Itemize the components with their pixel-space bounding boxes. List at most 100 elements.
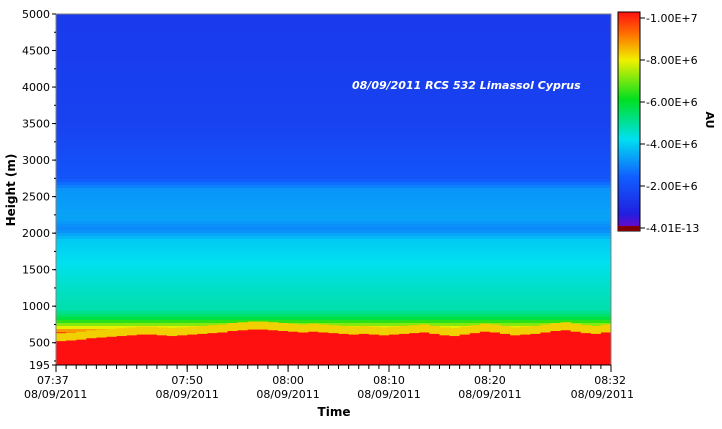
heatmap-band	[56, 209, 611, 213]
heatmap-band	[56, 35, 611, 39]
heatmap-transition-cell	[267, 322, 279, 331]
y-tick-label: 3500	[22, 118, 50, 131]
heatmap-transition-cell	[378, 327, 390, 336]
heatmap-transition-cell	[257, 321, 269, 330]
heatmap-red-column	[217, 332, 229, 365]
y-tick-label: 2500	[22, 191, 50, 204]
heatmap-red-column	[126, 335, 138, 365]
heatmap-band	[56, 62, 611, 66]
heatmap-red-column	[580, 333, 592, 365]
heatmap-red-column	[146, 334, 158, 365]
heatmap-band	[56, 56, 611, 60]
heatmap-transition-cell	[348, 326, 360, 335]
heatmap-band	[56, 293, 611, 297]
heatmap-red-column	[489, 332, 501, 365]
x-tick-label-time: 08:10	[373, 374, 405, 387]
heatmap-band	[56, 167, 611, 171]
heatmap-band	[56, 119, 611, 123]
heatmap-red-column	[439, 335, 451, 365]
heatmap-band	[56, 203, 611, 207]
heatmap-band	[56, 26, 611, 30]
heatmap-band	[56, 221, 611, 225]
heatmap-band	[56, 161, 611, 165]
heatmap-red-column	[399, 333, 410, 365]
heatmap-band	[56, 125, 611, 129]
heatmap-band	[56, 314, 611, 318]
heatmap-transition-cell	[136, 326, 148, 335]
heatmap-red-column	[267, 330, 279, 365]
heatmap-band	[56, 296, 611, 300]
heatmap-band	[56, 185, 611, 189]
heatmap-band	[56, 188, 611, 192]
heatmap-transition-cell	[96, 329, 108, 338]
heatmap-band	[56, 308, 611, 312]
heatmap-band	[56, 23, 611, 27]
heatmap-transition-cell	[530, 325, 541, 334]
heatmap-band	[56, 290, 611, 294]
colorbar-tick-label: -4.00E+6	[646, 138, 698, 151]
heatmap-transition-cell	[156, 327, 168, 336]
heatmap-band	[56, 227, 611, 231]
heatmap-transition-cell	[237, 322, 249, 331]
heatmap-band	[56, 320, 611, 324]
heatmap-band	[56, 182, 611, 186]
heatmap-transition-cell	[520, 326, 531, 335]
heatmap-band	[56, 137, 611, 141]
heatmap-transition-cell	[146, 326, 158, 335]
heatmap-red-column	[156, 335, 168, 365]
heatmap-band	[56, 200, 611, 204]
heatmap-red-column	[278, 331, 289, 365]
y-tick-label: 500	[29, 337, 50, 350]
heatmap-band	[56, 155, 611, 159]
heatmap-band	[56, 53, 611, 57]
x-tick-label-date: 08/09/2011	[357, 388, 420, 401]
heatmap-red-layer	[56, 321, 611, 365]
colorbar-tick-label: -2.00E+6	[646, 180, 698, 193]
heatmap-band	[56, 80, 611, 84]
heatmap-band	[56, 107, 611, 111]
heatmap-band	[56, 272, 611, 276]
heatmap-transition-cell	[106, 328, 118, 337]
heatmap-red-column	[308, 331, 319, 365]
heatmap-red-column	[187, 334, 198, 365]
heatmap-band	[56, 47, 611, 51]
colorbar-tick-label: -8.00E+6	[646, 54, 698, 67]
heatmap-red-column	[590, 333, 602, 365]
heatmap-transition-cell	[247, 321, 259, 330]
heatmap-transition-cell	[288, 323, 299, 332]
y-tick-label: 4500	[22, 45, 50, 58]
heatmap-transition-cell	[126, 327, 138, 336]
heatmap-transition-cell	[500, 325, 511, 334]
heatmap-transition-cell	[600, 324, 611, 333]
heatmap-band	[56, 173, 611, 177]
heatmap-transition-cell	[217, 324, 229, 333]
heatmap-transition-cell	[439, 327, 451, 336]
heatmap-band	[56, 179, 611, 183]
heatmap-band	[56, 176, 611, 180]
heatmap-transition-cell	[338, 325, 350, 334]
heatmap-band	[56, 140, 611, 144]
x-tick-label-date: 08/09/2011	[571, 388, 634, 401]
y-tick-label: 1500	[22, 264, 50, 277]
heatmap-red-column	[227, 331, 239, 365]
x-tick-label-date: 08/09/2011	[155, 388, 218, 401]
x-tick-label-date: 08/09/2011	[256, 388, 319, 401]
heatmap-band	[56, 305, 611, 309]
heatmap-band	[56, 14, 611, 18]
heatmap-transition-cell	[459, 326, 471, 335]
heatmap-band	[56, 74, 611, 78]
heatmap-red-column	[177, 335, 188, 365]
colorbar-title: AU	[703, 111, 716, 128]
heatmap-red-column	[378, 335, 390, 365]
heatmap-transition-cell	[328, 325, 340, 334]
heatmap-transition-cell	[298, 324, 309, 333]
heatmap-transition-cell	[580, 325, 592, 334]
plot-area	[56, 14, 611, 365]
heatmap-band	[56, 287, 611, 291]
y-tick-label: 5000	[22, 8, 50, 21]
heatmap-band	[56, 77, 611, 81]
heatmap-band	[56, 95, 611, 99]
heatmap-band	[56, 281, 611, 285]
heatmap-band	[56, 224, 611, 228]
heatmap-band	[56, 83, 611, 87]
